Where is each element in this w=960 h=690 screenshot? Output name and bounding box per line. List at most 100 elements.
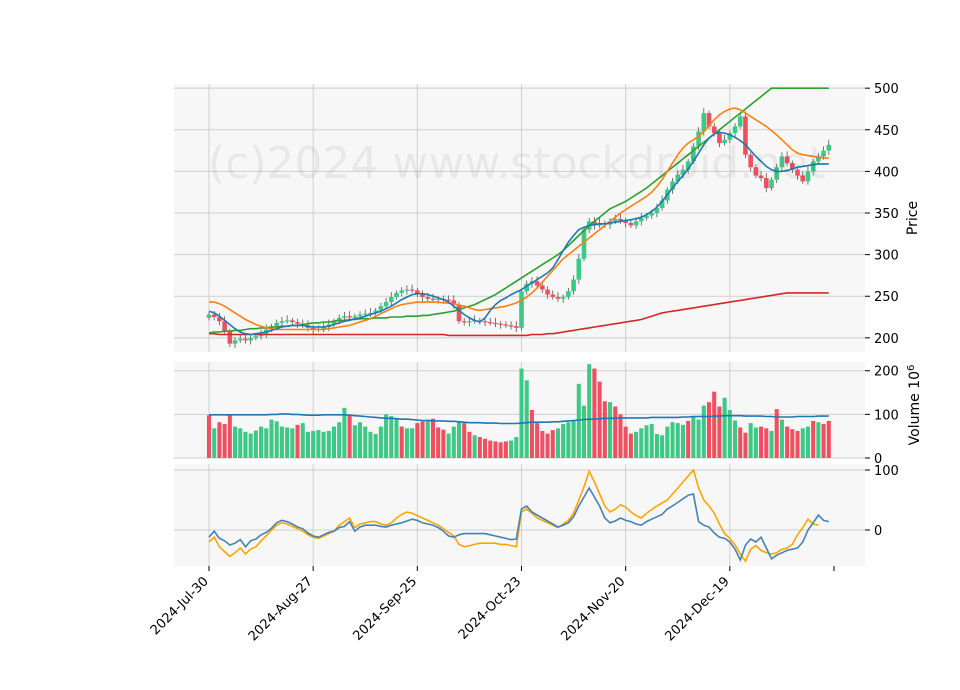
volume-bar <box>535 423 540 458</box>
volume-bar <box>514 437 519 458</box>
candle-body <box>555 297 561 299</box>
oscillator-line-a <box>208 486 829 563</box>
volume-bar <box>311 430 316 458</box>
price-tick-label: 200 <box>874 332 899 347</box>
candle-body <box>763 178 769 189</box>
candle-body <box>826 144 832 151</box>
volume-bar <box>660 435 665 458</box>
volume-bar <box>451 426 456 458</box>
volume-bar <box>238 428 243 458</box>
volume-bar <box>305 431 310 458</box>
volume-bar <box>378 426 383 458</box>
volume-bar <box>566 422 571 458</box>
candle-body <box>415 290 420 294</box>
volume-bar <box>524 380 529 458</box>
volume-bar <box>753 427 758 458</box>
candle-body <box>638 218 644 222</box>
candle-body <box>451 300 457 305</box>
volume-bar <box>769 430 774 458</box>
volume-bar <box>430 418 435 458</box>
volume-bar <box>665 426 670 458</box>
volume-bar <box>545 433 550 458</box>
price-axis-title: Price <box>905 201 921 235</box>
volume-axis-title: Volume 106 <box>906 365 924 446</box>
candle-body <box>691 146 696 162</box>
volume-bar <box>498 442 503 458</box>
volume-bar <box>389 416 394 458</box>
candle-body <box>331 321 337 325</box>
volume-bar <box>462 423 467 458</box>
volume-bar <box>774 409 779 458</box>
candle-body <box>243 338 248 341</box>
volume-bar <box>483 438 488 458</box>
volume-bar <box>399 426 404 458</box>
candle-body <box>779 156 785 168</box>
volume-bar <box>779 419 784 458</box>
volume-bar <box>618 414 623 458</box>
volume-bar <box>446 433 451 458</box>
candle-body <box>399 290 405 293</box>
volume-bar <box>805 426 810 458</box>
price-tick-label: 350 <box>874 207 899 222</box>
volume-bar <box>571 420 576 458</box>
volume-bar <box>743 432 748 458</box>
volume-bar <box>373 434 378 458</box>
volume-bar <box>477 437 482 458</box>
candle-body <box>571 279 576 292</box>
candle-body <box>342 316 347 318</box>
candle-body <box>394 292 399 298</box>
candle-body <box>706 113 712 127</box>
volume-bar <box>602 401 607 458</box>
volume-bar <box>649 423 654 458</box>
candle-body <box>581 229 587 259</box>
candle-body <box>321 327 326 329</box>
oscillator-tick-label: 100 <box>874 464 899 479</box>
candle-body <box>357 314 363 317</box>
volume-bar <box>691 416 696 458</box>
candle-body <box>295 322 300 324</box>
volume-bar <box>670 422 675 458</box>
volume-bar <box>816 422 821 458</box>
ma-long-line <box>209 292 829 337</box>
candle-body <box>670 181 675 190</box>
candle-body <box>388 297 394 303</box>
candle-body <box>732 126 738 134</box>
volume-bar <box>420 421 425 458</box>
candle-body <box>248 337 253 341</box>
volume-bar <box>764 428 769 458</box>
volume-bar <box>347 414 352 458</box>
candle-body <box>269 326 274 330</box>
volume-bar <box>227 414 232 458</box>
volume-bar <box>696 419 701 458</box>
volume-tick-label: 200 <box>874 365 899 380</box>
price-tick-label: 300 <box>874 249 899 264</box>
volume-bar <box>675 423 680 458</box>
candle-body <box>420 293 425 298</box>
candle-body <box>795 169 800 176</box>
volume-bar <box>253 430 258 458</box>
candle-body <box>290 320 295 323</box>
candle-body <box>461 321 467 323</box>
candle-body <box>649 213 655 216</box>
candle-body <box>743 116 748 155</box>
candle-body <box>487 322 493 324</box>
price-tick-label: 450 <box>874 124 899 139</box>
candle-body <box>409 289 415 291</box>
oscillator-tick-label: 0 <box>874 524 882 539</box>
volume-bar <box>394 418 399 458</box>
candle-body <box>279 321 285 323</box>
volume-bar <box>363 426 368 458</box>
candle-body <box>769 179 774 189</box>
volume-bar <box>248 433 253 458</box>
candle-body <box>758 175 764 179</box>
volume-bar <box>285 427 290 458</box>
x-tick-label: 2024-Nov-20 <box>558 574 628 644</box>
volume-bar <box>826 420 831 458</box>
volume-bar <box>233 426 238 458</box>
candle-body <box>508 325 514 327</box>
volume-bar <box>222 423 227 458</box>
candle-body <box>368 312 373 315</box>
candle-body <box>446 299 451 301</box>
